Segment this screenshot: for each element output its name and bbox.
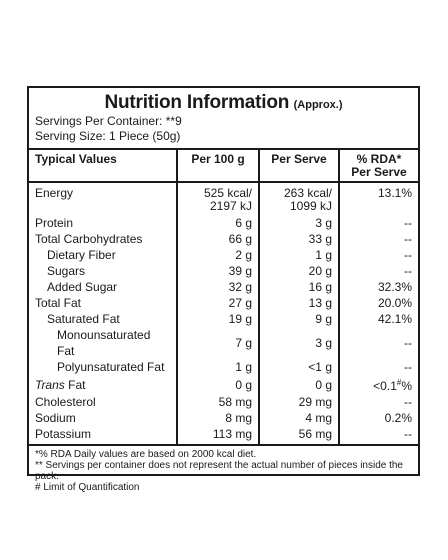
per-100g-cell: 27 g bbox=[176, 295, 259, 311]
footnote-servings: ** Servings per container does not repre… bbox=[35, 460, 403, 482]
per-serve-cell: 4 mg bbox=[258, 410, 339, 426]
per-serve-cell: 263 kcal/1099 kJ bbox=[258, 182, 339, 215]
rda-footnote-mark: # bbox=[396, 378, 402, 387]
table-row: Added Sugar 32 g 16 g 32.3% bbox=[29, 279, 418, 295]
nutrition-panel: Nutrition Information (Approx.) Servings… bbox=[27, 86, 420, 493]
per-serve-cell: 20 g bbox=[258, 263, 339, 279]
per-100g-cell: 525 kcal/2197 kJ bbox=[176, 182, 259, 215]
per-100g-cell: 0 g bbox=[176, 375, 259, 394]
serving-size: Serving Size: 1 Piece (50g) bbox=[35, 129, 181, 143]
rda-cell: -- bbox=[338, 231, 418, 247]
row-label: Saturated Fat bbox=[47, 312, 120, 326]
table-row: Trans Fat 0 g 0 g <0.1#% bbox=[29, 375, 418, 394]
table-row: Monounsaturated Fat 7 g 3 g -- bbox=[29, 327, 418, 359]
per-100g-cell: 19 g bbox=[176, 311, 259, 327]
per-serve-cell: 13 g bbox=[258, 295, 339, 311]
per-100g-cell: 6 g bbox=[176, 215, 259, 231]
per-100g-kj: 2197 kJ bbox=[209, 199, 252, 213]
footnotes: *% RDA Daily values are based on 2000 kc… bbox=[29, 444, 418, 493]
servings-per-container: Servings Per Container: **9 bbox=[35, 114, 182, 128]
footnote-loq: # Limit of Quantification bbox=[35, 482, 140, 493]
row-label: Polyunsaturated Fat bbox=[57, 360, 165, 374]
nutrition-table: Typical Values Per 100 g Per Serve % RDA… bbox=[29, 148, 418, 444]
panel-title-row: Nutrition Information (Approx.) bbox=[29, 92, 418, 114]
rda-cell: -- bbox=[338, 359, 418, 375]
per-100g-kcal: 525 kcal/ bbox=[203, 186, 252, 200]
row-label: Added Sugar bbox=[47, 280, 118, 294]
row-label: Potassium bbox=[35, 427, 92, 441]
rda-cell: -- bbox=[338, 247, 418, 263]
per-serve-kj: 1099 kJ bbox=[289, 199, 332, 213]
row-label: Monounsaturated Fat bbox=[57, 328, 151, 358]
per-100g-cell: 39 g bbox=[176, 263, 259, 279]
rda-cell: -- bbox=[338, 263, 418, 279]
per-serve-cell: 56 mg bbox=[258, 426, 339, 444]
rda-cell: -- bbox=[338, 426, 418, 444]
per-100g-cell: 32 g bbox=[176, 279, 259, 295]
table-header-row: Typical Values Per 100 g Per Serve % RDA… bbox=[29, 148, 418, 183]
table-row: Dietary Fiber 2 g 1 g -- bbox=[29, 247, 418, 263]
rda-cell: 13.1% bbox=[338, 182, 418, 215]
trans-italic: Trans bbox=[35, 377, 65, 392]
footnote-rda: *% RDA Daily values are based on 2000 kc… bbox=[35, 449, 257, 460]
per-serve-cell: 33 g bbox=[258, 231, 339, 247]
column-header: Per Serve bbox=[258, 148, 339, 183]
rda-value: <0.1 bbox=[373, 379, 397, 393]
per-100g-cell: 2 g bbox=[176, 247, 259, 263]
per-serve-kcal: 263 kcal/ bbox=[283, 186, 332, 200]
rda-cell: -- bbox=[338, 215, 418, 231]
table-row: Cholesterol 58 mg 29 mg -- bbox=[29, 394, 418, 410]
rda-cell: -- bbox=[338, 327, 418, 359]
table-row: Polyunsaturated Fat 1 g <1 g -- bbox=[29, 359, 418, 375]
per-serve-cell: 9 g bbox=[258, 311, 339, 327]
row-label: Cholesterol bbox=[35, 395, 96, 409]
table-row: Sugars 39 g 20 g -- bbox=[29, 263, 418, 279]
trans-label-rest: Fat bbox=[64, 377, 86, 392]
row-label: Sodium bbox=[35, 411, 76, 425]
rda-cell: 42.1% bbox=[338, 311, 418, 327]
per-serve-cell: 3 g bbox=[258, 327, 339, 359]
per-100g-cell: 7 g bbox=[176, 327, 259, 359]
rda-cell: 0.2% bbox=[338, 410, 418, 426]
panel-title: Nutrition Information bbox=[104, 92, 290, 113]
rda-cell: <0.1#% bbox=[338, 375, 418, 394]
per-serve-cell: <1 g bbox=[258, 359, 339, 375]
per-serve-cell: 1 g bbox=[258, 247, 339, 263]
per-100g-cell: 66 g bbox=[176, 231, 259, 247]
per-serve-cell: 3 g bbox=[258, 215, 339, 231]
row-label: Total Carbohydrates bbox=[35, 232, 143, 246]
row-label: Total Fat bbox=[35, 296, 82, 310]
per-serve-cell: 16 g bbox=[258, 279, 339, 295]
table-row: Protein 6 g 3 g -- bbox=[29, 215, 418, 231]
rda-cell: -- bbox=[338, 394, 418, 410]
table-row: Total Fat 27 g 13 g 20.0% bbox=[29, 295, 418, 311]
per-serve-cell: 29 mg bbox=[258, 394, 339, 410]
table-row: Total Carbohydrates 66 g 33 g -- bbox=[29, 231, 418, 247]
rda-cell: 20.0% bbox=[338, 295, 418, 311]
row-label: Energy bbox=[35, 186, 74, 200]
per-serve-cell: 0 g bbox=[258, 375, 339, 394]
row-label: Sugars bbox=[47, 264, 86, 278]
row-label: Trans Fat bbox=[29, 375, 177, 394]
rda-cell: 32.3% bbox=[338, 279, 418, 295]
column-header: Typical Values bbox=[29, 148, 177, 183]
row-label: Dietary Fiber bbox=[47, 248, 116, 262]
rda-percent: % bbox=[401, 379, 412, 393]
row-label: Protein bbox=[35, 216, 74, 230]
table-row: Saturated Fat 19 g 9 g 42.1% bbox=[29, 311, 418, 327]
panel-title-note: (Approx.) bbox=[293, 99, 343, 111]
per-100g-cell: 1 g bbox=[176, 359, 259, 375]
column-header: Per 100 g bbox=[176, 148, 259, 183]
per-100g-cell: 58 mg bbox=[176, 394, 259, 410]
table-row: Sodium 8 mg 4 mg 0.2% bbox=[29, 410, 418, 426]
table-row: Energy 525 kcal/2197 kJ 263 kcal/1099 kJ… bbox=[29, 182, 418, 215]
per-100g-cell: 113 mg bbox=[176, 426, 259, 444]
table-row: Potassium 113 mg 56 mg -- bbox=[29, 426, 418, 444]
per-100g-cell: 8 mg bbox=[176, 410, 259, 426]
column-header: % RDA* Per Serve bbox=[338, 148, 418, 183]
